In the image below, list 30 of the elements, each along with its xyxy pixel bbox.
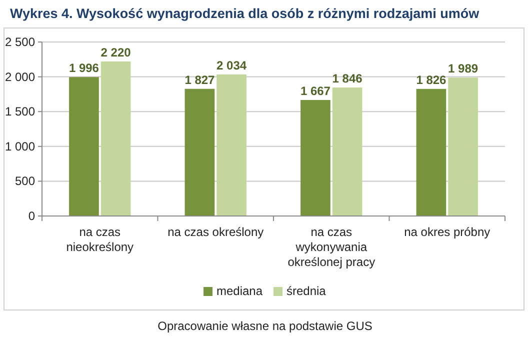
bar bbox=[100, 61, 131, 216]
x-tick-label: na czas określony bbox=[168, 225, 264, 239]
y-tick-label: 2 000 bbox=[4, 70, 36, 84]
y-tick-label: 0 bbox=[28, 209, 36, 223]
x-tick-label: na okres próbny bbox=[404, 225, 490, 239]
y-tick-label: 1 500 bbox=[4, 104, 36, 119]
x-tick-label: na czas wykonywania określonej pracy bbox=[288, 225, 376, 269]
text: Opracowanie własne na podstawie GUS bbox=[158, 319, 372, 333]
y-tick-label: 500 bbox=[14, 174, 36, 188]
data-label: 1 826 bbox=[416, 72, 447, 87]
bar bbox=[300, 100, 330, 216]
legend-label: mediana bbox=[216, 284, 263, 298]
data-label: 1 667 bbox=[300, 84, 331, 98]
x-tick-label: na czas nieokreślony bbox=[66, 225, 134, 254]
bar bbox=[69, 77, 99, 216]
y-tick-label: 2 500 bbox=[4, 35, 36, 49]
y-tick-label: 1 000 bbox=[4, 139, 36, 154]
bar bbox=[448, 78, 478, 216]
data-label: 2 034 bbox=[216, 58, 247, 72]
data-label: 1 989 bbox=[448, 62, 478, 76]
bar bbox=[184, 88, 215, 216]
data-label: 2 220 bbox=[100, 45, 132, 60]
bar bbox=[216, 74, 246, 216]
data-label: 1 996 bbox=[68, 61, 100, 76]
data-label: 1 846 bbox=[332, 72, 363, 86]
chart-title: Wykres 4. Wysokość wynagrodzenia dla osób z różnymi rodzajami umów bbox=[10, 6, 480, 21]
bar bbox=[332, 88, 362, 216]
legend-label: średnia bbox=[286, 284, 326, 298]
bar bbox=[416, 88, 446, 216]
data-label: 1 827 bbox=[184, 72, 216, 87]
